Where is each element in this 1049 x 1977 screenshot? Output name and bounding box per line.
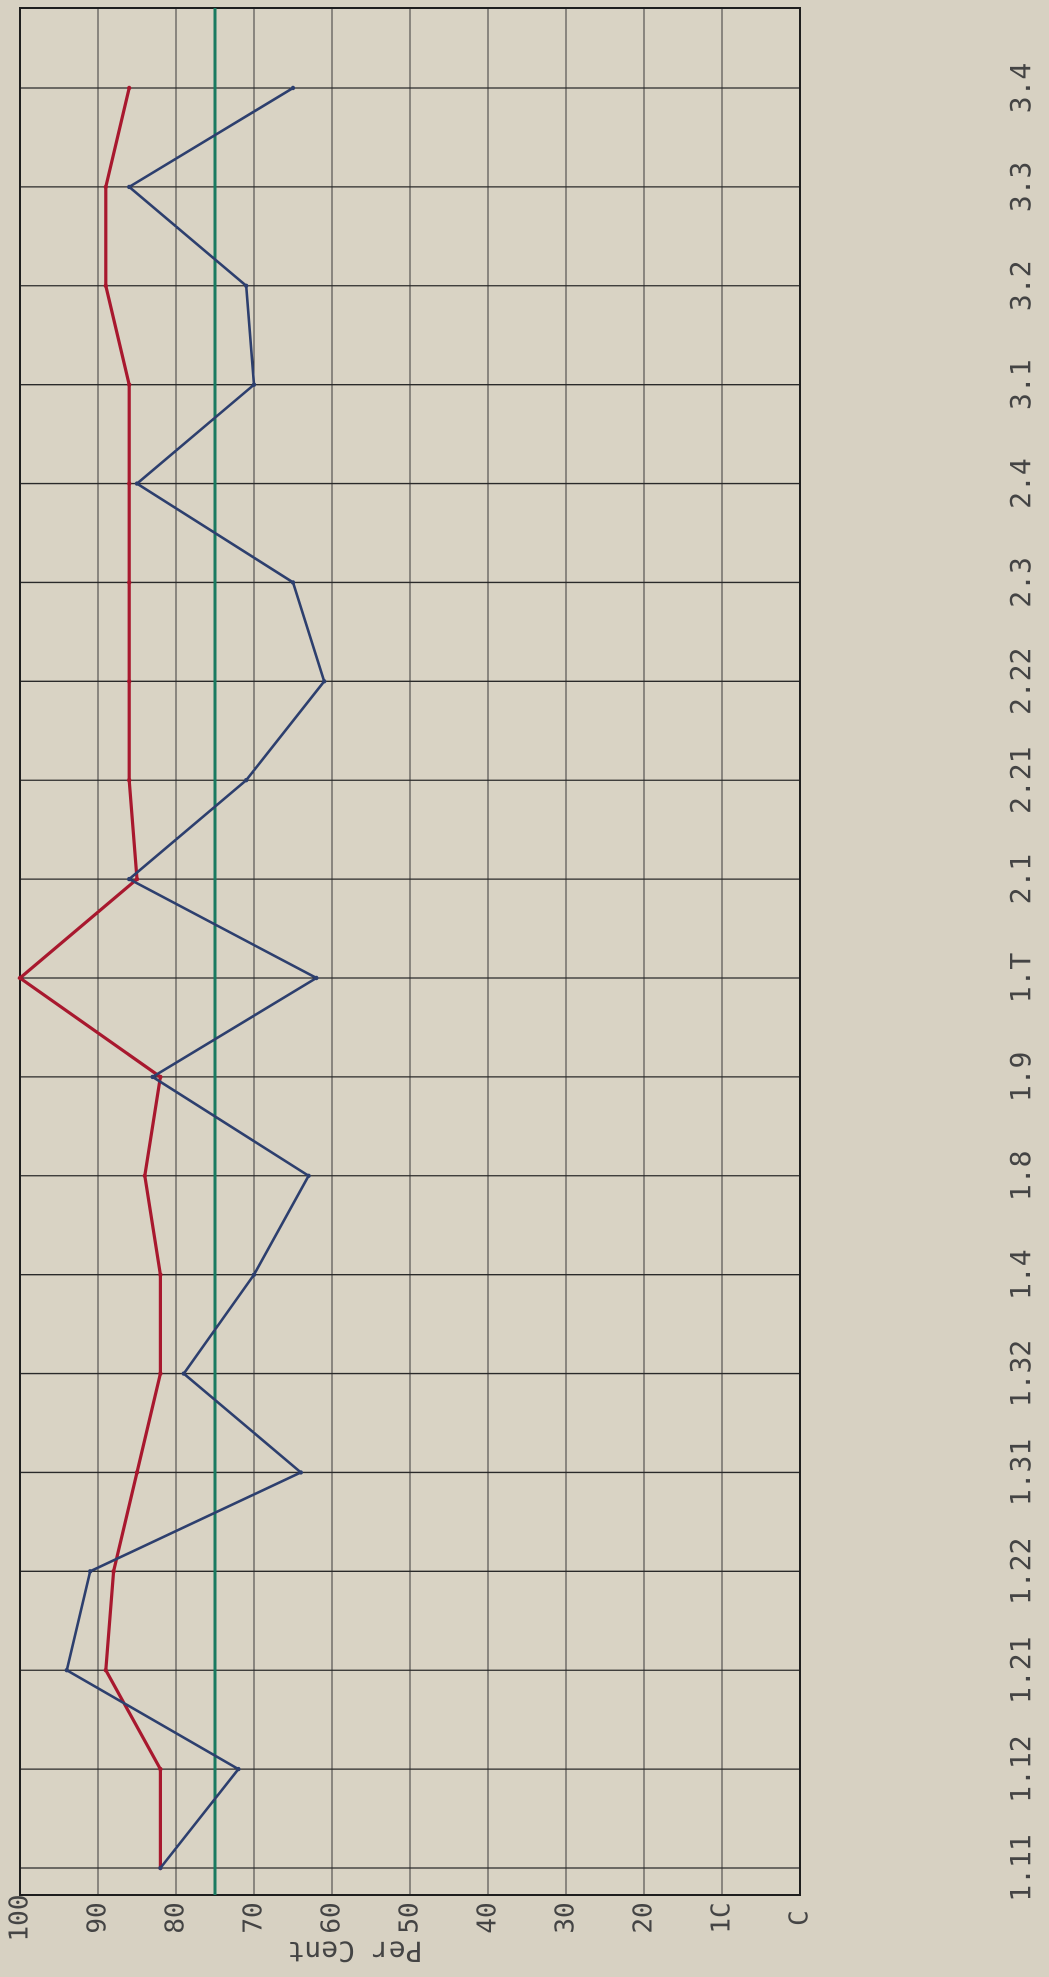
category-tick-label: 1.T: [1004, 953, 1037, 1004]
data-point: [64, 1668, 70, 1673]
category-tick-label: 1.31: [1004, 1439, 1037, 1506]
category-tick-label: 1.32: [1004, 1340, 1037, 1407]
data-point: [158, 1074, 163, 1080]
data-point: [244, 778, 249, 783]
category-tick-label: 3.3: [1004, 162, 1037, 213]
value-tick-label: 90: [83, 1902, 113, 1933]
category-tick-label: 3.2: [1004, 260, 1037, 311]
data-point: [298, 1470, 303, 1475]
category-tick-label: 1.9: [1004, 1052, 1037, 1103]
data-point: [127, 184, 132, 190]
category-tick-label: 2.21: [1004, 747, 1037, 814]
category-tick-label: 2.22: [1004, 648, 1037, 715]
data-point: [322, 679, 327, 684]
value-tick-label: 30: [551, 1902, 581, 1933]
data-point: [290, 580, 296, 585]
data-point: [236, 1766, 241, 1772]
data-point: [306, 1173, 311, 1178]
data-point: [158, 1766, 163, 1772]
category-tick-label: 1.21: [1004, 1637, 1037, 1704]
value-tick-label: 70: [239, 1902, 269, 1933]
category-tick-label: 3.1: [1004, 359, 1037, 410]
data-point: [111, 1569, 116, 1574]
value-tick-label: C: [785, 1910, 815, 1926]
data-point: [244, 283, 249, 288]
data-point: [314, 975, 319, 981]
data-point: [142, 1173, 147, 1178]
value-tick-label: 20: [629, 1902, 659, 1933]
data-point: [127, 580, 132, 585]
category-tick-label: 3.4: [1004, 63, 1037, 114]
data-point: [103, 283, 109, 288]
category-tick-label: 1.8: [1004, 1150, 1037, 1201]
category-tick-label: 2.1: [1004, 854, 1037, 905]
value-tick-label: 50: [395, 1902, 425, 1933]
data-point: [158, 1272, 163, 1277]
data-point: [127, 85, 132, 91]
plot-border: [19, 7, 801, 1896]
data-point: [251, 382, 257, 387]
data-point: [158, 1371, 163, 1376]
data-point: [150, 1074, 155, 1080]
data-point: [103, 184, 109, 190]
data-point: [134, 481, 140, 486]
data-point: [103, 1668, 109, 1673]
category-tick-label: 1.4: [1004, 1249, 1037, 1300]
value-tick-label: 1C: [707, 1902, 737, 1933]
data-point: [127, 679, 132, 684]
value-tick-label: 60: [317, 1902, 347, 1933]
data-point: [134, 876, 140, 882]
category-tick-label: 1.22: [1004, 1538, 1037, 1605]
data-point: [127, 778, 132, 783]
value-tick-label: 40: [473, 1902, 503, 1933]
data-point: [127, 382, 132, 387]
data-point: [251, 1272, 257, 1277]
value-tick-label: 80: [161, 1902, 191, 1933]
category-tick-label: 2.3: [1004, 557, 1037, 608]
data-point: [127, 876, 132, 882]
category-tick-label: 1.11: [1004, 1834, 1037, 1901]
data-point: [134, 1470, 140, 1475]
data-point: [290, 85, 296, 91]
data-point: [158, 1865, 163, 1871]
y-axis-title: Per Cent: [288, 1935, 423, 1968]
data-point: [181, 1371, 186, 1376]
category-tick-label: 1.12: [1004, 1735, 1037, 1802]
data-point: [17, 975, 23, 981]
data-point: [127, 481, 132, 486]
category-tick-label: 2.4: [1004, 458, 1037, 509]
value-tick-label: 100: [5, 1895, 35, 1942]
data-point: [88, 1569, 93, 1574]
